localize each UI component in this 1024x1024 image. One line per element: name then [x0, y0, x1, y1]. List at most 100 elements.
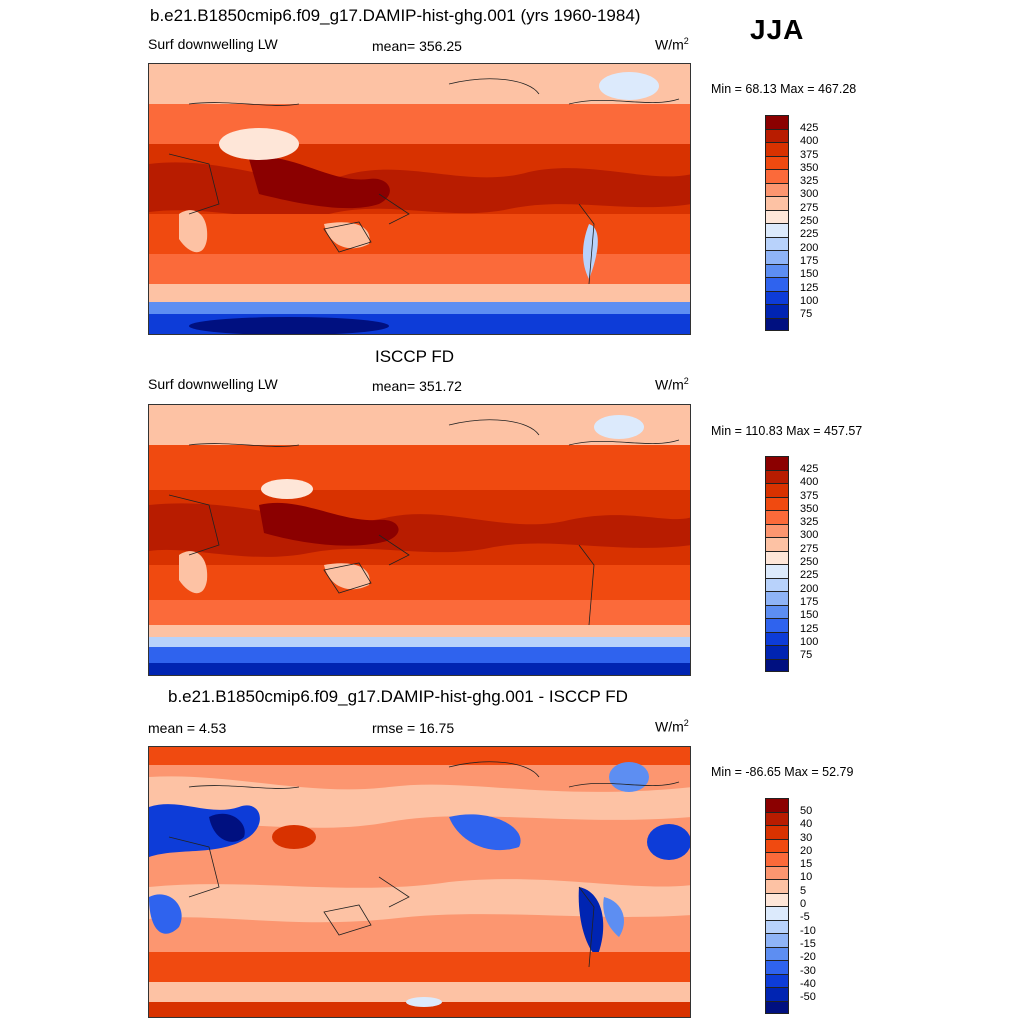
panel1-mean-label: mean= 356.25	[372, 38, 462, 54]
panel2-minmax: Min = 110.83 Max = 457.57	[711, 424, 863, 438]
panel2-colorbar-tick: 400	[800, 476, 819, 489]
panel1-colorbar-bin	[765, 128, 789, 142]
panel3-colorbar-tick: 50	[800, 805, 813, 817]
panel3-colorbar-tick: -50	[800, 991, 816, 1004]
panel1-title: b.e21.B1850cmip6.f09_g17.DAMIP-hist-ghg.…	[150, 6, 641, 25]
panel1-colorbar-bin	[765, 142, 789, 156]
panel3-colorbar-tick: -30	[800, 964, 816, 977]
panel1-colorbar-bin	[765, 236, 789, 250]
panel1-colorbar-tick: 275	[800, 201, 819, 214]
panel1-colorbar-tick: 250	[800, 215, 819, 228]
panel3-colorbar-bin	[765, 825, 789, 839]
panel3-colorbar-ticks: 50 40 30 20 15 10 5 0 -5 -10 -15 -20 -30…	[800, 805, 816, 1004]
panel2-colorbar-ticks: 425 400 375 350 325 300 275 250 225 200 …	[800, 463, 818, 662]
panel2-colorbar-tick: 300	[800, 529, 819, 542]
panel1-units: W/m2	[655, 36, 689, 53]
panel1-map-field	[149, 64, 690, 334]
panel2-colorbar-bin	[765, 550, 789, 564]
panel2-colorbar-bin	[765, 604, 789, 618]
panel3-colorbar-bin	[765, 987, 789, 1001]
panel2-colorbar-tick: 75	[800, 649, 813, 662]
panel2-colorbar-bin	[765, 469, 789, 483]
panel3-colorbar-tick: -15	[800, 937, 816, 950]
panel3-colorbar-bin	[765, 933, 789, 947]
panel1-colorbar-bin	[765, 317, 789, 331]
panel1-colorbar-tick: 100	[800, 294, 819, 307]
panel2-colorbar-tick: 250	[800, 556, 819, 569]
panel1-colorbar-tick: 425	[800, 122, 819, 134]
panel3-colorbar-tick: 30	[800, 831, 813, 844]
panel1-colorbar-bin	[765, 196, 789, 210]
panel3-colorbar-tick: -40	[800, 977, 816, 990]
panel2-title: ISCCP FD	[375, 347, 455, 366]
panel1-colorbar-bin	[765, 155, 789, 169]
panel3-units: W/m2	[655, 718, 689, 735]
panel2-variable-label: Surf downwelling LW	[148, 376, 278, 392]
panel3-minmax: Min = -86.65 Max = 52.79	[711, 765, 854, 779]
panel3-mean-label: mean = 4.53	[148, 720, 227, 736]
panel1-minmax: Min = 68.13 Max = 467.28	[711, 82, 857, 96]
panel3-colorbar-bin	[765, 919, 789, 933]
panel3-colorbar-tick: 10	[800, 871, 813, 884]
panel3-colorbar-bin	[765, 946, 789, 960]
panel2-colorbar-bin	[765, 591, 789, 605]
panel2-colorbar-tick: 175	[800, 595, 819, 608]
panel3-colorbar-tick: 0	[800, 898, 807, 911]
panel2-colorbar-bin	[765, 658, 789, 672]
panel2-colorbar-bin	[765, 496, 789, 510]
panel1-colorbar-bin	[765, 182, 789, 196]
panel2-units: W/m2	[655, 376, 689, 393]
panel2-colorbar-bin	[765, 483, 789, 497]
panel1-colorbar-tick: 350	[800, 161, 819, 174]
panel3-colorbar-bin	[765, 906, 789, 920]
panel1-colorbar-tick: 325	[800, 175, 819, 188]
panel2-colorbar-tick: 275	[800, 542, 819, 555]
panel3-title: b.e21.B1850cmip6.f09_g17.DAMIP-hist-ghg.…	[168, 687, 628, 706]
panel1-colorbar-bin	[765, 209, 789, 223]
panel2-colorbar-tick: 325	[800, 516, 819, 529]
panel1-colorbar-bin	[765, 290, 789, 304]
panel2-colorbar-bin	[765, 631, 789, 645]
panel1-colorbar-tick: 125	[800, 281, 819, 294]
panel1-variable-label: Surf downwelling LW	[148, 36, 278, 52]
panel1-colorbar-tick: 375	[800, 148, 819, 161]
panel2-colorbar-bin	[765, 618, 789, 632]
panel1-colorbar-bin	[765, 304, 789, 318]
panel3-colorbar-bin	[765, 838, 789, 852]
panel1-colorbar-bin	[765, 250, 789, 264]
panel3-colorbar	[765, 798, 789, 1014]
panel1-colorbar-tick: 225	[800, 228, 819, 241]
panel2-colorbar-bin	[765, 523, 789, 537]
panel2-map-field	[149, 405, 690, 675]
panel2-colorbar-bin	[765, 645, 789, 659]
panel1-colorbar-bin	[765, 277, 789, 291]
panel2-mean-label: mean= 351.72	[372, 378, 462, 394]
panel1-colorbar-tick: 75	[800, 308, 813, 321]
panel3-colorbar-tick: 40	[800, 818, 813, 831]
panel2-colorbar-tick: 350	[800, 502, 819, 515]
panel2-colorbar-bin	[765, 564, 789, 578]
panel2-colorbar-tick: 200	[800, 582, 819, 595]
panel2-map	[148, 404, 691, 676]
panel2-colorbar-tick: 100	[800, 635, 819, 648]
panel3-colorbar-bin	[765, 960, 789, 974]
panel3-colorbar-bin	[765, 892, 789, 906]
panel3-colorbar-tick: -5	[800, 911, 810, 924]
panel3-colorbar-tick: 15	[800, 858, 813, 871]
panel2-colorbar-tick: 150	[800, 609, 819, 622]
panel1-colorbar-bin	[765, 223, 789, 237]
panel2-colorbar-tick: 375	[800, 489, 819, 502]
panel3-colorbar-tick: -10	[800, 924, 816, 937]
panel3-colorbar-bin	[765, 852, 789, 866]
panel1-colorbar-bin	[765, 169, 789, 183]
panel1-map	[148, 63, 691, 335]
panel2-colorbar-tick: 125	[800, 622, 819, 635]
panel2-colorbar-bin	[765, 577, 789, 591]
panel2-colorbar-bin	[765, 510, 789, 524]
panel3-map-field	[149, 747, 690, 1017]
panel2-colorbar-bin	[765, 537, 789, 551]
panel3-colorbar-bin	[765, 879, 789, 893]
panel1-colorbar-bin	[765, 263, 789, 277]
panel3-rmse-label: rmse = 16.75	[372, 720, 455, 736]
panel2-colorbar-bin	[765, 456, 789, 470]
